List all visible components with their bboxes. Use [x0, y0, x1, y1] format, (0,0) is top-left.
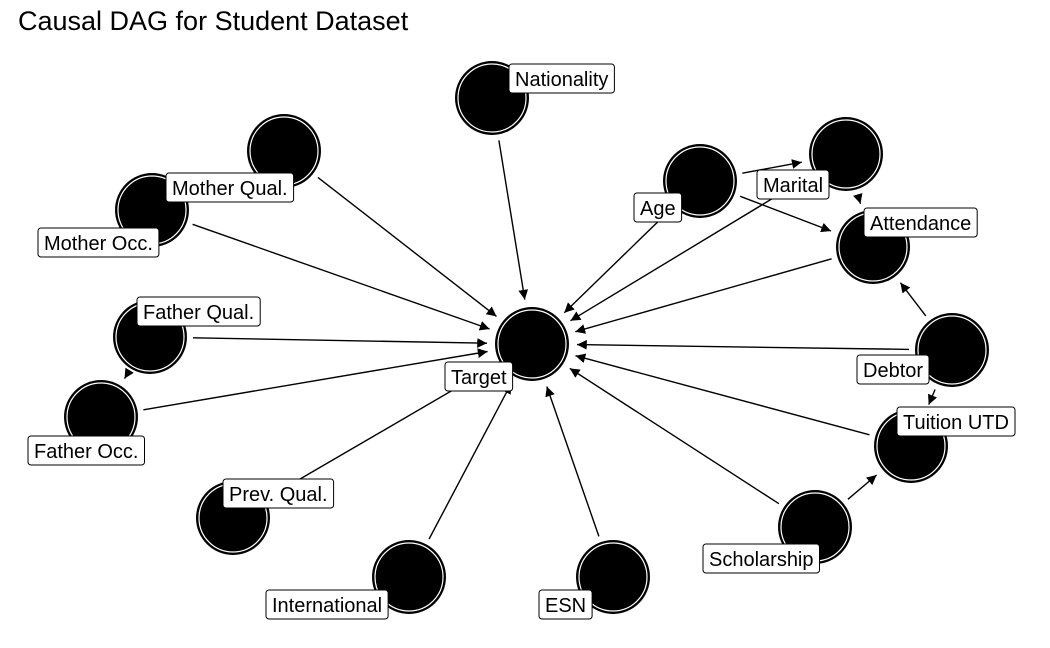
edge-age-to-target [563, 210, 670, 314]
node-label-text: Father Qual. [143, 302, 254, 324]
edge-international-to-target [428, 383, 512, 540]
node-debtor [915, 313, 989, 387]
node-label-box [702, 543, 820, 574]
node-label-text: Age [640, 198, 676, 220]
node-label-text: Prev. Qual. [229, 484, 328, 506]
node-esn [576, 540, 650, 614]
node-label-text: Mother Qual. [172, 178, 288, 200]
node-label-text: ESN [545, 595, 586, 617]
node-label-text: Tuition UTD [903, 412, 1009, 434]
node-label-father_occ: Father Occ. [27, 435, 145, 466]
node-label-text: Attendance [870, 213, 971, 235]
edge-age-to-attendance [739, 195, 832, 233]
node-label-box [165, 172, 295, 203]
diagram-title: Causal DAG for Student Dataset [18, 6, 409, 36]
node-label-text: Nationality [515, 69, 608, 91]
node-international [372, 540, 446, 614]
node-label-box [633, 192, 683, 223]
node-target [495, 307, 569, 381]
edge-scholarship-to-tuition_utd [847, 474, 878, 500]
node-mother_qual [247, 114, 321, 188]
edge-marital-to-target [570, 175, 810, 322]
node-label-box [508, 63, 615, 94]
node-label-box [37, 227, 160, 258]
node-label-box [136, 296, 261, 327]
node-label-mother_occ: Mother Occ. [37, 227, 160, 258]
edge-debtor-to-tuition_utd [928, 389, 938, 405]
node-label-box [756, 169, 830, 200]
edge-esn-to-target [545, 386, 600, 537]
node-label-text: International [272, 595, 382, 617]
node-label-target: Target [444, 361, 514, 392]
node-label-box [538, 589, 593, 620]
edge-debtor-to-attendance [899, 282, 927, 317]
node-label-box [222, 478, 335, 509]
node-label-text: Debtor [863, 360, 923, 382]
node-label-box [27, 435, 145, 466]
edge-debtor-to-target [576, 339, 910, 351]
edge-scholarship-to-target [569, 367, 780, 505]
edge-nationality-to-target [498, 140, 529, 300]
node-label-mother_qual: Mother Qual. [165, 172, 295, 203]
node-label-box [856, 354, 930, 385]
node-marital [809, 117, 883, 191]
node-label-age: Age [633, 192, 683, 223]
node-label-text: Marital [763, 175, 823, 197]
node-label-esn: ESN [538, 589, 593, 620]
node-label-text: Mother Occ. [44, 233, 153, 255]
node-label-box [444, 361, 514, 392]
node-label-father_qual: Father Qual. [136, 296, 261, 327]
node-label-attendance: Attendance [863, 207, 978, 238]
node-label-box [265, 589, 389, 620]
edge-attendance-to-target [575, 258, 832, 334]
edge-mother_occ-to-target [192, 223, 490, 331]
node-label-debtor: Debtor [856, 354, 930, 385]
node-label-text: Father Occ. [34, 441, 138, 463]
edge-father_occ-to-target [143, 348, 488, 411]
node-label-box [896, 406, 1016, 437]
edge-father_qual-to-father_occ [123, 367, 134, 379]
edge-mother_qual-to-target [317, 176, 497, 317]
node-label-box [863, 207, 978, 238]
node-label-scholarship: Scholarship [702, 543, 820, 574]
edge-age-to-marital [742, 159, 802, 174]
node-label-international: International [265, 589, 389, 620]
node-label-text: Scholarship [709, 549, 814, 571]
node-label-tuition_utd: Tuition UTD [896, 406, 1016, 437]
edge-tuition_utd-to-target [575, 353, 870, 436]
node-label-prev_qual: Prev. Qual. [222, 478, 335, 509]
edge-marital-to-attendance [853, 193, 863, 204]
node-label-nationality: Nationality [508, 63, 615, 94]
node-label-text: Target [451, 367, 507, 389]
edge-father_qual-to-target [192, 337, 488, 348]
node-label-marital: Marital [756, 169, 830, 200]
